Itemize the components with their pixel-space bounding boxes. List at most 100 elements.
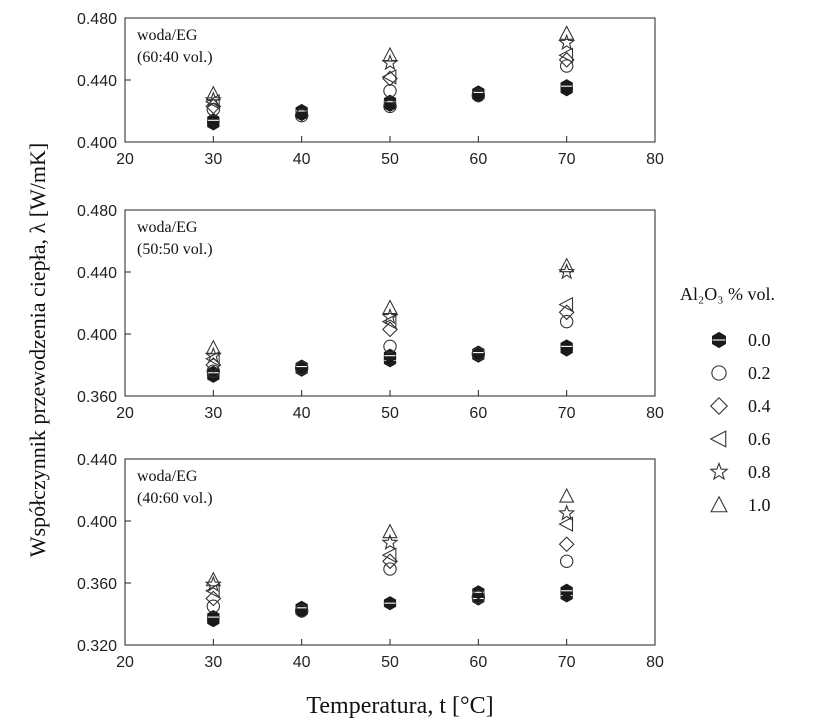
data-point-diamond	[205, 98, 222, 115]
panel-frame	[124, 209, 656, 397]
data-point-circle	[294, 604, 309, 618]
panel-annotation-line: woda/EG	[137, 27, 198, 44]
x-tick-label: 80	[646, 151, 664, 168]
legend-label: 0.0	[748, 330, 771, 350]
data-point-triangle-left	[558, 296, 574, 313]
data-point-triangle-up	[205, 339, 222, 355]
x-tick-label: 80	[646, 654, 664, 671]
legend-item: 1.0	[710, 495, 771, 515]
legend-marker-triangle-up	[710, 495, 728, 513]
data-point-triangle-up	[205, 85, 222, 101]
x-tick-label: 20	[116, 151, 134, 168]
legend-label: 0.4	[748, 396, 771, 416]
panel-annotation-line: woda/EG	[137, 219, 198, 236]
data-point-circle	[383, 562, 397, 576]
x-tick-label: 20	[116, 405, 134, 422]
series-0.0	[207, 339, 573, 383]
legend-item: 0.6	[709, 429, 771, 449]
series-0.2	[206, 59, 574, 123]
data-point-triangle-up	[558, 257, 575, 273]
y-tick-label: 0.360	[77, 389, 117, 406]
panel-2: 20 30 40 50 60 70 80 0.360 0.400 0.440 0.480 woda/E…	[77, 203, 664, 422]
y-tick-label: 0.400	[77, 327, 117, 344]
y-axis-label: Współczynnik przewodzenia ciepła, λ [W/m…	[25, 143, 50, 557]
x-tick-label: 50	[381, 151, 399, 168]
y-tick-label: 0.400	[77, 514, 117, 531]
data-point-diamond	[558, 304, 575, 321]
x-tick-label: 50	[381, 654, 399, 671]
legend-item: 0.8	[709, 461, 771, 482]
data-point-circle	[383, 99, 397, 114]
x-tick-label: 30	[204, 654, 222, 671]
panel-frame	[124, 458, 656, 646]
legend-marker-triangle-left	[709, 430, 727, 448]
data-point-circle	[559, 59, 574, 73]
y-tick-label: 0.440	[77, 265, 117, 282]
panel-annotation-line: woda/EG	[137, 468, 198, 485]
data-point-triangle-up	[382, 299, 398, 315]
series-1.0	[205, 487, 575, 587]
series-0.0	[207, 79, 573, 131]
legend-label: 0.2	[748, 363, 771, 383]
data-point-triangle-up	[558, 487, 575, 503]
series-0.0	[207, 583, 573, 628]
series-1.0	[205, 257, 575, 355]
data-point-triangle-left	[381, 69, 397, 85]
legend-label: 0.6	[748, 429, 771, 449]
data-point-circle	[471, 347, 486, 361]
data-point-triangle-left	[381, 313, 397, 330]
data-point-diamond	[205, 590, 222, 607]
panel-frame	[124, 17, 656, 143]
y-tick-label: 0.400	[77, 135, 117, 152]
data-point-triangle-left	[205, 351, 220, 367]
legend-label: 1.0	[748, 495, 771, 515]
series-1.0	[205, 25, 575, 101]
x-tick-label: 20	[116, 654, 134, 671]
x-tick-label: 50	[381, 405, 399, 422]
y-tick-label: 0.320	[77, 638, 117, 655]
series-0.8	[204, 504, 576, 592]
data-point-star	[558, 504, 576, 521]
data-point-triangle-left	[205, 583, 220, 599]
panel-annotation: woda/EG (50:50 vol.)	[137, 219, 213, 258]
panel-annotation-line: (40:60 vol.)	[137, 490, 213, 507]
legend: Al₂O₃ % vol. 0.0 0.2 0.4 0.6 0.8 1.0	[680, 284, 775, 515]
data-point-star	[204, 575, 222, 592]
data-point-triangle-left	[558, 516, 574, 532]
data-point-triangle-left	[205, 93, 220, 110]
x-tick-label: 30	[204, 405, 222, 422]
data-point-triangle-up	[382, 46, 398, 62]
data-point-circle	[383, 339, 397, 354]
legend-item: 0.4	[709, 396, 771, 416]
y-tick-label: 0.360	[77, 576, 117, 593]
data-point-circle	[471, 88, 486, 103]
data-point-triangle-left	[558, 47, 574, 63]
legend-item: 0.2	[711, 363, 771, 383]
data-point-diamond	[558, 536, 575, 553]
x-tick-label: 60	[469, 151, 487, 168]
y-tick-label: 0.480	[77, 203, 117, 220]
x-tick-label: 60	[469, 654, 487, 671]
series-0.6	[205, 47, 574, 110]
data-point-star	[558, 33, 576, 51]
data-point-circle	[559, 554, 574, 569]
x-axis-label: Temperatura, t [°C]	[306, 693, 493, 719]
data-point-diamond	[382, 321, 398, 338]
series-0.6	[205, 516, 574, 599]
legend-marker-star	[709, 461, 729, 481]
x-tick-label: 60	[469, 405, 487, 422]
x-tick-label: 70	[558, 405, 576, 422]
data-point-diamond	[382, 553, 398, 570]
x-tick-label: 80	[646, 405, 664, 422]
x-tick-label: 70	[558, 151, 576, 168]
y-tick-label: 0.440	[77, 73, 117, 90]
x-tick-label: 40	[293, 654, 311, 671]
data-point-circle	[383, 84, 397, 98]
data-point-circle	[206, 599, 221, 613]
panel-annotation: woda/EG (40:60 vol.)	[137, 468, 213, 507]
data-point-circle	[294, 361, 309, 375]
panel-3: 20 30 40 50 60 70 80 0.320 0.360 0.400 0.440 woda/E…	[77, 452, 664, 671]
chart-panels: 20 30 40 50 60 70 80 0.400 0.440 0.480 woda/EG (60:…	[77, 11, 664, 671]
series-0.6	[205, 296, 574, 367]
